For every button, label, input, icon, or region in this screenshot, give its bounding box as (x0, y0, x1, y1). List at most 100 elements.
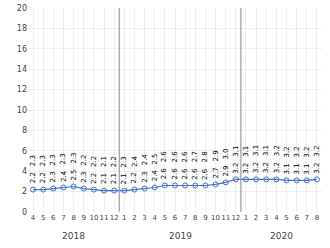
svg-text:2.9: 2.9 (222, 165, 230, 176)
svg-text:3.2: 3.2 (313, 163, 321, 174)
svg-text:2.2: 2.2 (39, 172, 47, 183)
svg-text:3.2: 3.2 (262, 162, 270, 173)
svg-text:2.1: 2.1 (110, 173, 118, 184)
svg-text:8: 8 (193, 214, 197, 222)
svg-text:2: 2 (22, 187, 27, 196)
svg-text:2.6: 2.6 (191, 168, 199, 180)
svg-text:14: 14 (17, 65, 27, 74)
svg-text:9: 9 (82, 214, 86, 222)
svg-text:5: 5 (163, 214, 167, 222)
svg-text:2.1: 2.1 (100, 156, 108, 167)
svg-text:8: 8 (71, 214, 75, 222)
svg-text:2.3: 2.3 (49, 171, 57, 182)
svg-text:2.4: 2.4 (131, 155, 139, 167)
svg-text:6: 6 (22, 147, 27, 156)
svg-text:2.2: 2.2 (90, 173, 98, 184)
svg-text:3.2: 3.2 (313, 146, 321, 157)
svg-text:2.4: 2.4 (60, 170, 68, 182)
svg-text:3.1: 3.1 (303, 164, 311, 175)
svg-text:4: 4 (274, 214, 279, 222)
svg-text:6: 6 (51, 214, 56, 222)
svg-text:3.2: 3.2 (303, 147, 311, 158)
svg-text:3.2: 3.2 (252, 162, 260, 173)
svg-text:11: 11 (100, 214, 109, 222)
svg-text:2: 2 (132, 214, 136, 222)
svg-text:3.1: 3.1 (262, 145, 270, 156)
svg-text:2019: 2019 (169, 231, 192, 241)
svg-text:6: 6 (173, 214, 178, 222)
svg-text:5: 5 (284, 214, 288, 222)
svg-text:2.6: 2.6 (181, 151, 189, 163)
svg-text:2.6: 2.6 (181, 168, 189, 180)
svg-text:3.2: 3.2 (273, 145, 281, 156)
svg-text:2.3: 2.3 (80, 172, 88, 183)
svg-text:2.2: 2.2 (90, 156, 98, 167)
svg-text:3.1: 3.1 (232, 146, 240, 157)
svg-text:2018: 2018 (62, 231, 85, 241)
svg-text:2.3: 2.3 (120, 156, 128, 167)
svg-text:3.1: 3.1 (293, 163, 301, 174)
svg-text:2: 2 (254, 214, 258, 222)
svg-text:3.1: 3.1 (283, 163, 291, 174)
svg-text:2.7: 2.7 (212, 167, 220, 178)
svg-text:2.2: 2.2 (130, 172, 138, 183)
svg-text:12: 12 (231, 214, 240, 222)
svg-text:1: 1 (122, 214, 126, 222)
svg-text:8: 8 (22, 126, 27, 135)
svg-text:7: 7 (61, 214, 65, 222)
svg-text:2.3: 2.3 (29, 155, 37, 166)
svg-text:2.2: 2.2 (110, 156, 118, 167)
svg-text:3.2: 3.2 (232, 163, 240, 174)
svg-text:2020: 2020 (270, 231, 293, 241)
svg-text:4: 4 (152, 214, 157, 222)
svg-text:3.2: 3.2 (242, 163, 250, 174)
svg-text:3.2: 3.2 (283, 146, 291, 157)
svg-text:3.1: 3.1 (252, 145, 260, 156)
svg-text:2.6: 2.6 (171, 168, 179, 180)
svg-text:10: 10 (17, 106, 27, 115)
svg-text:3: 3 (264, 214, 268, 222)
svg-text:7: 7 (305, 214, 309, 222)
svg-text:3: 3 (142, 214, 146, 222)
svg-text:2.6: 2.6 (160, 168, 168, 180)
svg-text:3.0: 3.0 (222, 148, 230, 159)
svg-text:2.3: 2.3 (59, 153, 67, 164)
svg-text:2.6: 2.6 (171, 151, 179, 163)
svg-text:6: 6 (294, 214, 299, 222)
svg-text:10: 10 (211, 214, 220, 222)
svg-text:2.8: 2.8 (201, 151, 209, 162)
svg-text:3.2: 3.2 (293, 146, 301, 157)
svg-text:10: 10 (89, 214, 98, 222)
svg-text:2.3: 2.3 (141, 171, 149, 182)
svg-text:7: 7 (183, 214, 187, 222)
svg-text:2.6: 2.6 (160, 151, 168, 163)
svg-text:3.1: 3.1 (242, 146, 250, 157)
svg-text:2.2: 2.2 (29, 172, 37, 183)
svg-text:2.9: 2.9 (212, 150, 220, 161)
svg-text:2.5: 2.5 (151, 154, 159, 165)
svg-text:2.7: 2.7 (191, 151, 199, 162)
svg-text:9: 9 (203, 214, 207, 222)
svg-text:2.1: 2.1 (100, 173, 108, 184)
svg-text:18: 18 (17, 24, 27, 33)
svg-text:2.3: 2.3 (49, 154, 57, 165)
svg-text:12: 12 (17, 85, 27, 94)
svg-text:2.3: 2.3 (70, 152, 78, 163)
svg-text:3.2: 3.2 (273, 162, 281, 173)
svg-text:2.5: 2.5 (70, 169, 78, 180)
svg-text:5: 5 (41, 214, 45, 222)
svg-text:16: 16 (17, 45, 27, 54)
svg-text:4: 4 (31, 214, 36, 222)
svg-text:2.6: 2.6 (201, 168, 209, 180)
svg-text:2.2: 2.2 (80, 155, 88, 166)
svg-text:2.1: 2.1 (120, 173, 128, 184)
svg-text:12: 12 (110, 214, 119, 222)
svg-text:0: 0 (22, 208, 27, 217)
svg-text:2.4: 2.4 (151, 170, 159, 182)
svg-text:20: 20 (17, 4, 27, 13)
svg-text:11: 11 (221, 214, 230, 222)
svg-text:2.3: 2.3 (39, 155, 47, 166)
svg-text:8: 8 (315, 214, 319, 222)
svg-text:4: 4 (22, 167, 27, 176)
svg-text:1: 1 (244, 214, 248, 222)
